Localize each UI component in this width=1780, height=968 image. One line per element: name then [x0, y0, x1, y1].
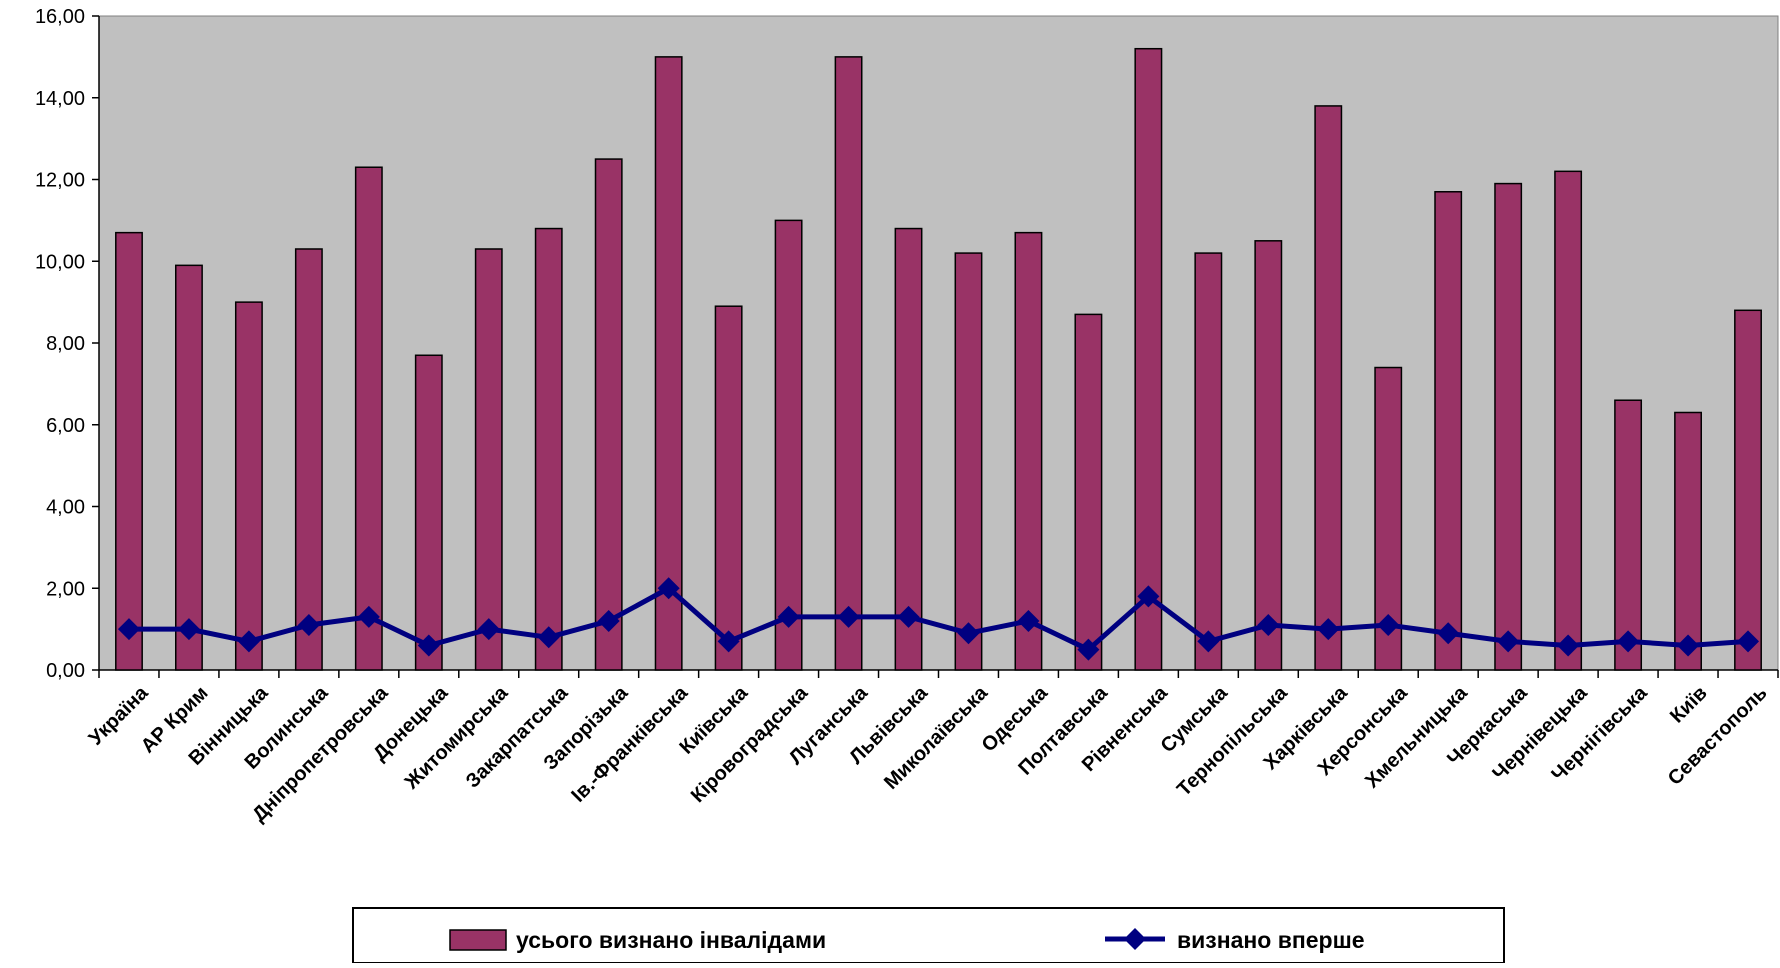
bar — [1734, 309, 1762, 671]
bar — [1074, 313, 1103, 671]
line-point — [1677, 634, 1700, 657]
line-point — [477, 618, 500, 641]
line-point — [1257, 614, 1280, 637]
bar — [1494, 182, 1523, 671]
line-point — [357, 605, 380, 628]
line-point — [1557, 634, 1580, 657]
bar — [1254, 240, 1283, 671]
line-point — [237, 630, 260, 653]
plot-area — [98, 15, 1779, 671]
y-tick-label: 16,00 — [35, 6, 85, 28]
bar — [654, 56, 683, 671]
bar — [175, 264, 203, 671]
bar — [774, 219, 803, 671]
x-tick-label: Тернопільська — [1173, 681, 1292, 800]
bar — [834, 56, 863, 671]
y-tick-label: 8,00 — [46, 333, 85, 355]
legend: усього визнано інвалідами визнано вперше — [352, 907, 1505, 964]
x-tick-label: Київ — [1666, 682, 1712, 728]
bar — [354, 166, 383, 671]
line-point — [1497, 630, 1520, 653]
line-point — [657, 577, 680, 600]
line-series — [117, 577, 1760, 661]
legend-line-label: визнано вперше — [1177, 927, 1365, 953]
bar — [954, 252, 983, 671]
line-point — [597, 609, 620, 632]
x-tick-label: Житомирська — [400, 681, 513, 794]
bar — [714, 305, 743, 671]
legend-bar-label: усього визнано інвалідами — [516, 927, 826, 953]
bar-series — [115, 47, 1762, 671]
bar — [1134, 47, 1163, 671]
line-point — [1137, 585, 1160, 608]
line-point — [1437, 622, 1460, 645]
y-tick-label: 12,00 — [35, 170, 85, 192]
x-tick-label: Ів.-Франківська — [567, 681, 692, 806]
line-point — [117, 618, 140, 641]
bar — [594, 158, 623, 671]
bar — [414, 354, 443, 671]
bar — [234, 301, 263, 671]
y-tick-label: 14,00 — [35, 88, 85, 110]
y-axis: 0,00 2,00 4,00 6,00 8,00 10,00 12,00 14,00 16,00 — [35, 6, 100, 682]
y-tick-label: 6,00 — [46, 415, 85, 437]
line-point — [897, 605, 920, 628]
legend-diamond-marker — [1124, 928, 1146, 950]
line-point — [1377, 614, 1400, 637]
bar — [1614, 399, 1643, 671]
line-point — [417, 634, 440, 657]
bar — [534, 227, 563, 671]
line-point — [717, 630, 740, 653]
line-point — [1317, 618, 1340, 641]
bar — [474, 248, 503, 671]
x-tick-label: Миколаївська — [880, 681, 992, 793]
line-point — [1077, 638, 1100, 661]
bar — [115, 231, 143, 671]
line-point — [537, 626, 560, 649]
bar — [1554, 170, 1583, 671]
bar — [1434, 191, 1463, 671]
bar — [1674, 411, 1702, 671]
bar — [1014, 231, 1043, 671]
line-point — [1617, 630, 1640, 653]
legend-bar-swatch — [449, 929, 507, 951]
line-point — [1197, 630, 1220, 653]
bar — [894, 227, 923, 671]
line-point — [777, 605, 800, 628]
line-point — [837, 605, 860, 628]
x-tick-label: Закарпатська — [462, 681, 573, 792]
line-point — [177, 618, 200, 641]
x-tick-label: Хмельницька — [1361, 681, 1472, 792]
line-point — [297, 614, 320, 637]
y-tick-label: 2,00 — [46, 578, 85, 600]
line-point — [957, 622, 980, 645]
legend-box — [352, 907, 1505, 964]
line-point — [1017, 609, 1040, 632]
bar — [1194, 252, 1223, 671]
bar — [294, 248, 323, 671]
bar — [1314, 105, 1343, 671]
y-tick-label: 0,00 — [46, 660, 85, 682]
y-tick-label: 10,00 — [35, 251, 85, 273]
y-tick-label: 4,00 — [46, 497, 85, 519]
line-point — [1737, 630, 1760, 653]
line-path — [128, 585, 1749, 653]
